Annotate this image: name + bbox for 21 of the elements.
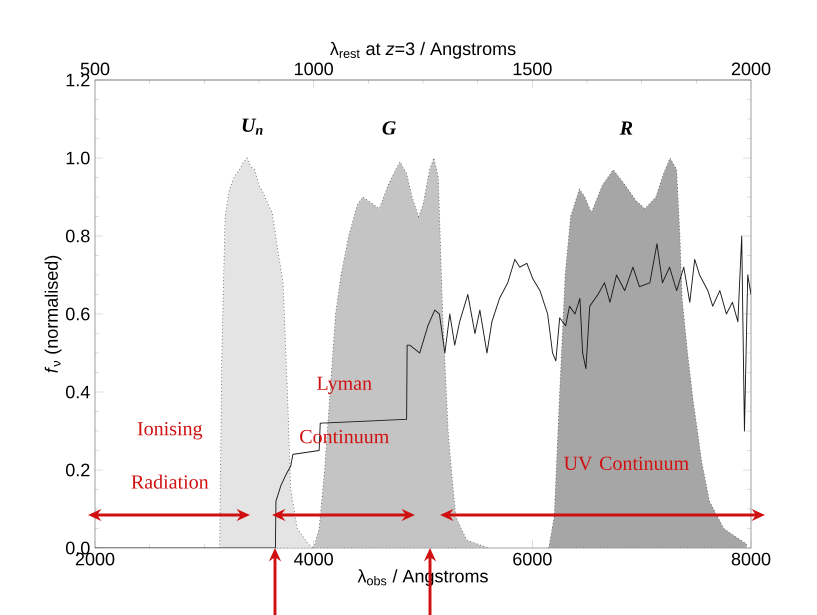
x-tick-label: 8000: [732, 552, 770, 566]
y-tick-label: 1.0: [66, 152, 90, 164]
y-tick-label: 0.6: [66, 308, 90, 320]
y-tick-label: 0.4: [66, 386, 90, 398]
x2-tick-label: 2000: [732, 62, 770, 76]
y-tick-label: 0.8: [66, 230, 90, 242]
x-tick-label: 2000: [76, 552, 114, 566]
x2-tick-label: 1500: [514, 62, 552, 76]
x2-tick-label: 1000: [295, 62, 333, 76]
series-label: U$_{n}$: [242, 118, 263, 135]
series-label: R: [620, 122, 632, 135]
series-label: G: [382, 121, 396, 135]
x-tick-label: 4000: [294, 552, 333, 566]
annotation: UV Continuum: [564, 456, 689, 470]
y-tick-label: 0.0: [66, 542, 90, 554]
y-axis-title: f$_{ν}$ (normalised): [44, 256, 62, 373]
y-tick-label: 0.2: [66, 464, 90, 476]
x2-axis-title: λ$_{rest}$ at z=3 / Angstroms: [330, 42, 516, 59]
x2-tick-label: 500: [80, 62, 110, 76]
x-tick-label: 6000: [513, 552, 552, 566]
text: Ionising Radiation: [131, 422, 208, 489]
